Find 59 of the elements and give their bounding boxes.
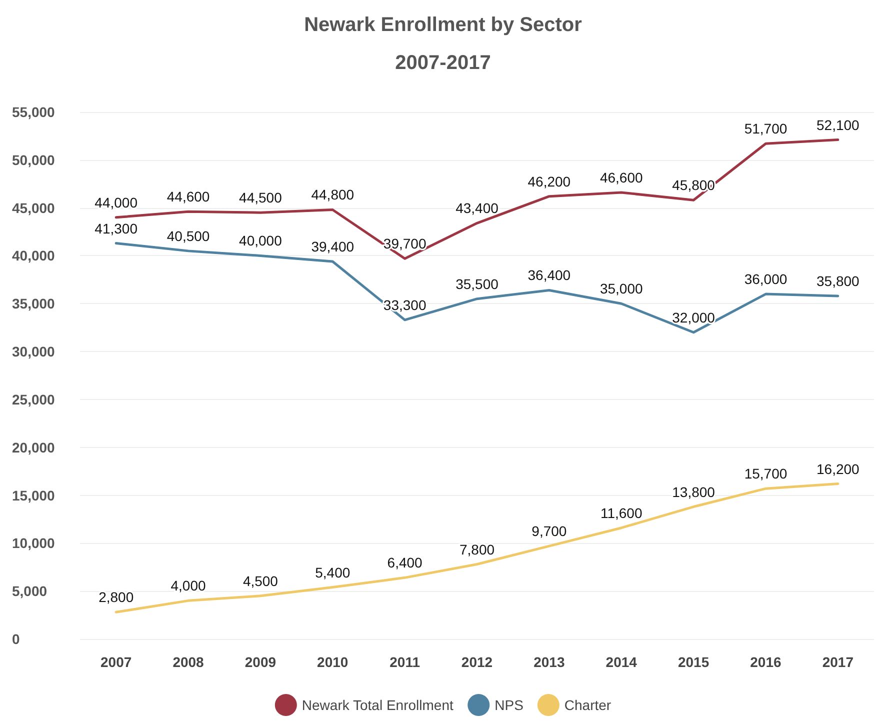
data-label: 39,400 <box>311 238 354 254</box>
x-tick-label: 2008 <box>172 654 204 670</box>
legend-label: Charter <box>564 697 612 713</box>
data-label: 46,200 <box>528 173 571 190</box>
y-tick-label: 15,000 <box>12 487 56 504</box>
data-label: 35,000 <box>600 280 643 297</box>
x-tick-label: 2013 <box>534 654 565 670</box>
x-tick-label: 2010 <box>317 654 348 670</box>
x-tick-label: 2015 <box>678 654 710 670</box>
chart-title: Newark Enrollment by Sector <box>304 14 582 36</box>
data-label: 6,400 <box>387 554 423 571</box>
data-label: 44,500 <box>239 190 282 206</box>
y-tick-label: 50,000 <box>12 152 56 168</box>
data-label: 52,100 <box>816 116 860 133</box>
y-tick-label: 25,000 <box>12 391 56 408</box>
x-tick-label: 2017 <box>822 654 854 670</box>
y-tick-label: 5,000 <box>12 583 48 600</box>
y-tick-label: 10,000 <box>12 535 56 552</box>
data-label: 39,700 <box>383 236 426 252</box>
data-label: 46,600 <box>600 169 643 186</box>
x-tick-label: 2011 <box>390 654 420 670</box>
data-label: 36,400 <box>528 267 571 284</box>
x-tick-label: 2014 <box>606 654 638 670</box>
legend-label: NPS <box>494 697 524 713</box>
data-label: 13,800 <box>672 484 716 500</box>
data-label: 40,000 <box>239 232 282 249</box>
data-label: 35,800 <box>816 272 860 289</box>
y-tick-label: 45,000 <box>12 200 56 216</box>
y-tick-label: 30,000 <box>12 344 56 360</box>
data-label: 51,700 <box>744 120 788 137</box>
data-label: 11,600 <box>600 504 642 521</box>
y-tick-label: 20,000 <box>12 439 56 456</box>
data-label: 16,200 <box>816 460 860 477</box>
data-label: 15,700 <box>744 466 788 482</box>
data-label: 4,500 <box>242 572 278 589</box>
y-tick-label: 55,000 <box>12 104 56 120</box>
x-tick-label: 2009 <box>244 654 276 670</box>
data-label: 2,800 <box>98 589 134 606</box>
x-tick-label: 2007 <box>100 654 132 670</box>
data-label: 44,000 <box>94 194 138 210</box>
data-label: 36,000 <box>744 271 788 288</box>
legend-label: Newark Total Enrollment <box>302 697 454 713</box>
chart-subtitle: 2007-2017 <box>395 52 491 74</box>
x-tick-label: 2012 <box>461 654 493 670</box>
data-label: 43,400 <box>456 200 499 216</box>
x-tick-label: 2016 <box>750 654 782 670</box>
data-label: 32,000 <box>672 309 716 326</box>
y-tick-label: 40,000 <box>12 248 56 264</box>
y-tick-label: 0 <box>12 631 20 647</box>
data-label: 7,800 <box>459 541 495 558</box>
data-label: 44,600 <box>166 188 210 205</box>
data-label: 35,500 <box>456 276 499 292</box>
data-label: 5,400 <box>315 564 350 580</box>
data-label: 41,300 <box>94 220 138 236</box>
data-label: 9,700 <box>532 523 567 540</box>
data-label: 44,800 <box>311 186 354 203</box>
data-label: 4,000 <box>170 578 206 594</box>
data-label: 40,500 <box>166 228 210 244</box>
y-tick-label: 35,000 <box>12 296 56 312</box>
